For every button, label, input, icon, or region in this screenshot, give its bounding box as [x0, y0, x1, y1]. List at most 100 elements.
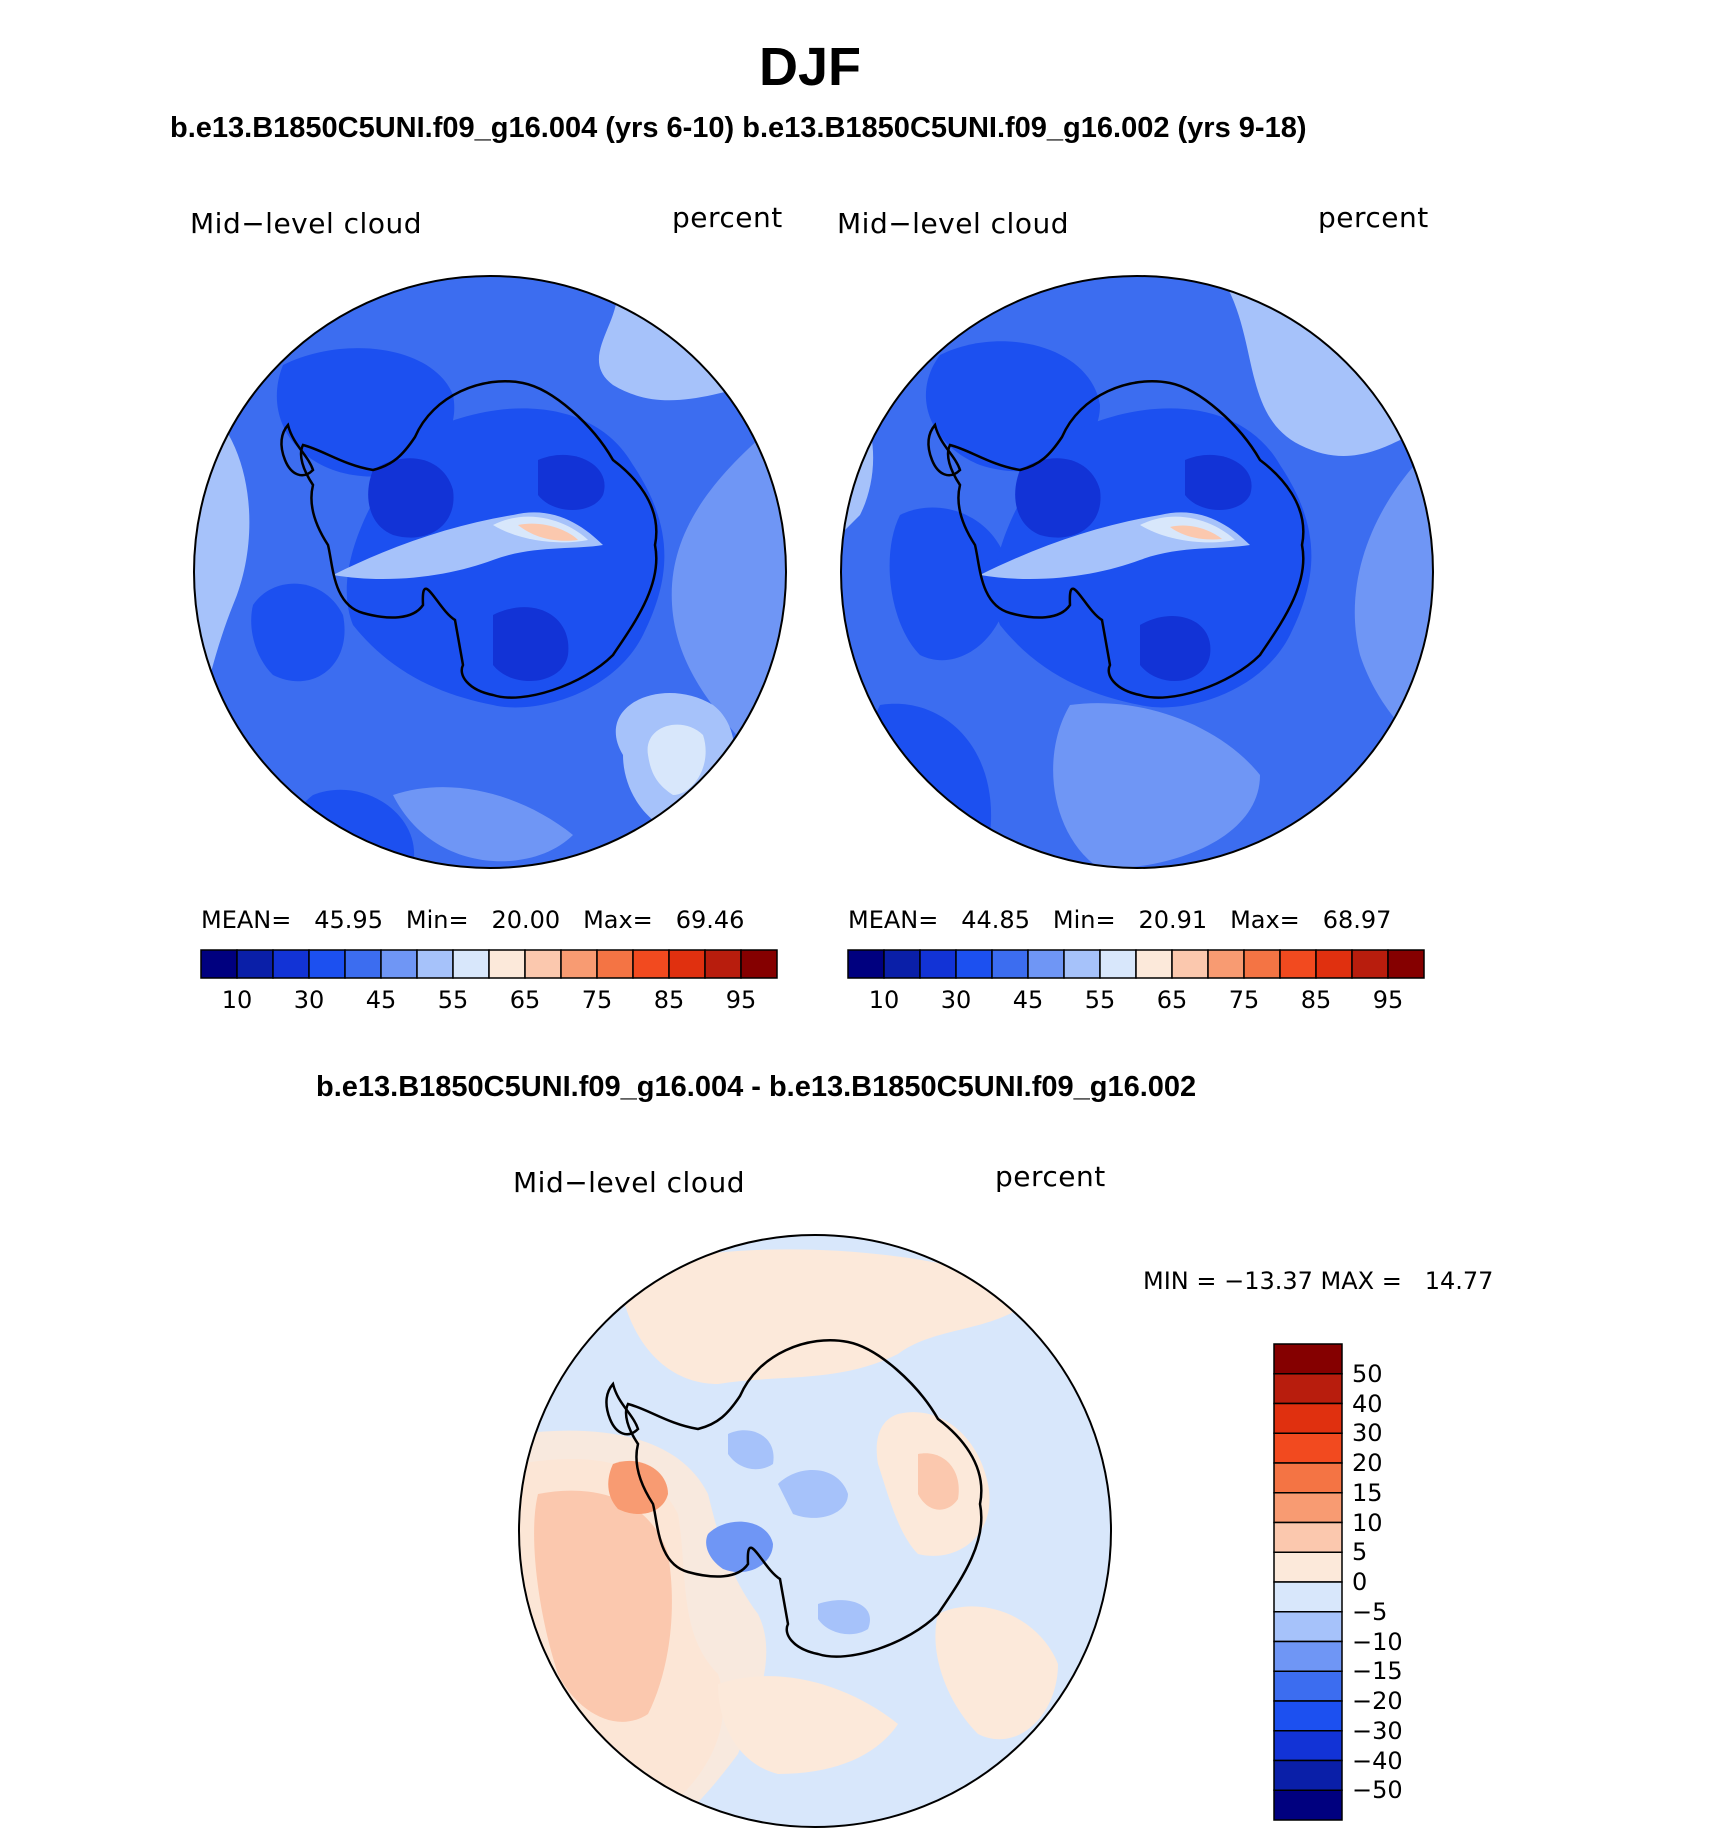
panel1-mean-label: MEAN= [201, 906, 292, 934]
panel1-core-dark-e [538, 454, 605, 510]
panel3-colorbar-box [1273, 1521, 1343, 1553]
panel3-field-pos-se [935, 1606, 1058, 1740]
panel2-min-value: 20.91 [1138, 906, 1208, 934]
panel2-colorbar-box [1315, 949, 1353, 979]
panel2-colorbar-box [1351, 949, 1389, 979]
panel1-colorbar-ticks: 10 30 45 55 65 75 85 95 [201, 986, 777, 1016]
panel2-colorbar-tick-label: 30 [940, 986, 972, 1014]
panel1-field-dark-sw [251, 583, 345, 682]
panel1-colorbar-box [560, 949, 598, 979]
panel3-minmax: MIN = −13.37 MAX = 14.77 [1143, 1267, 1494, 1295]
panel2-colorbar-box [1099, 949, 1137, 979]
panel2-variable-label: Mid−level cloud [837, 207, 1069, 240]
panel2-units-label: percent [1318, 201, 1429, 234]
panel1-max-label: Max= [583, 906, 653, 934]
panel1-colorbar-box [416, 949, 454, 979]
panel3-field-neg-ne [728, 1430, 774, 1470]
panel3-colorbar-tick-label: −15 [1352, 1657, 1403, 1686]
panel3-field-pos-south [718, 1676, 898, 1774]
panel2-colorbar-tick-label: 10 [868, 986, 900, 1014]
panel3-colorbar-box [1273, 1700, 1343, 1732]
panel3-colorbar-tick-label: 0 [1352, 1568, 1368, 1596]
main-title: DJF [758, 37, 861, 97]
panel1-colorbar-tick-label: 45 [365, 986, 397, 1014]
panel3-colorbar-tick-label: 15 [1352, 1478, 1383, 1507]
panel1-colorbar-box [344, 949, 382, 979]
panel2-ridge-peach [1170, 525, 1222, 540]
panel2-colorbar-box [1387, 949, 1425, 979]
difference-title: b.e13.B1850C5UNI.f09_g16.004 - b.e13.B18… [316, 1071, 1197, 1103]
panel2-colorbar-box [1171, 949, 1209, 979]
panel1-coastline [299, 380, 658, 699]
panel3-colorbar-tick-label: −30 [1352, 1716, 1403, 1745]
panel2-coastline [946, 380, 1305, 699]
panel3-colorbar [1273, 1343, 1343, 1821]
panel3-map-border [518, 1234, 1112, 1828]
panel3-colorbar-tick-label: 20 [1352, 1449, 1383, 1477]
panel2-colorbar-box [919, 949, 957, 979]
panel2-min-label: Min= [1052, 906, 1116, 934]
panel3-colorbar-box [1273, 1789, 1343, 1821]
comparison-subtitle: b.e13.B1850C5UNI.f09_g16.004 (yrs 6-10) … [170, 112, 1307, 144]
panel2-colorbar-tick-label: 75 [1228, 986, 1260, 1014]
panel1-field-light-s [393, 787, 573, 862]
panel1-colorbar-tick-label: 10 [221, 986, 253, 1014]
panel2-mean-value: 44.85 [961, 906, 1030, 934]
panel1-colorbar-box [740, 949, 778, 979]
panel3-colorbar-box [1273, 1492, 1343, 1524]
panel3-colorbar-tick-label: 30 [1352, 1419, 1383, 1448]
panel1-mean-value: 45.95 [314, 906, 383, 934]
panel3-field-neg-w [706, 1521, 773, 1573]
panel3-colorbar-box [1273, 1551, 1343, 1583]
panel1-colorbar-tick-label: 55 [437, 986, 469, 1014]
panel1-colorbar [200, 949, 778, 979]
panel2-peninsula [927, 422, 962, 477]
panel1-colorbar-box [524, 949, 562, 979]
panel3-field-neg-s [818, 1600, 870, 1635]
panel1-units-label: percent [672, 201, 783, 234]
panel2-colorbar-tick-label: 45 [1012, 986, 1044, 1014]
panel2-stats: MEAN= 44.85 Min= 20.91 Max= 68.97 [848, 906, 1391, 934]
panel1-colorbar-tick-label: 85 [653, 986, 685, 1014]
panel3-peninsula [605, 1381, 640, 1436]
panel3-colorbar-box [1273, 1432, 1343, 1464]
panel3-colorbar-box [1273, 1581, 1343, 1613]
panel3-colorbar-tick-label: 5 [1352, 1538, 1368, 1567]
panel2-colorbar-box [1243, 949, 1281, 979]
panel1-colorbar-box [236, 949, 274, 979]
panel1-map-border [193, 275, 787, 869]
panel3-colorbar-tick-label: −20 [1352, 1687, 1403, 1715]
panel1-max-value: 69.46 [675, 906, 745, 934]
panel3-variable-label: Mid−level cloud [513, 1166, 745, 1199]
panel1-field-light-ne [599, 276, 786, 401]
panel1-core-dark-s [493, 607, 569, 682]
panel1-colorbar-box [488, 949, 526, 979]
panel2-colorbar-tick-label: 95 [1372, 986, 1404, 1014]
panel2-colorbar-box [847, 949, 885, 979]
panel1-peninsula [280, 422, 315, 477]
panel1-colorbar-tick-label: 65 [509, 986, 541, 1014]
panel2-field-light-s [1053, 703, 1260, 868]
panel3-colorbar-box [1273, 1730, 1343, 1762]
panel1-colorbar-box [452, 949, 490, 979]
panel2-colorbar-box [955, 949, 993, 979]
panel2-colorbar-box [1135, 949, 1173, 979]
panel3-colorbar-box [1273, 1611, 1343, 1643]
panel1-variable-label: Mid−level cloud [190, 207, 422, 240]
panel2-colorbar-tick-label: 65 [1156, 986, 1188, 1014]
panel3-units-label: percent [995, 1160, 1106, 1193]
panel2-max-value: 68.97 [1322, 906, 1392, 934]
panel1-colorbar-box [596, 949, 634, 979]
panel3-colorbar-box [1273, 1759, 1343, 1791]
panel1-colorbar-box [380, 949, 418, 979]
panel3-field-pos-east-peach [918, 1453, 959, 1510]
panel3-field-pos-sw-strong [534, 1490, 672, 1722]
panel1-min-label: Min= [405, 906, 469, 934]
panel1-map [193, 275, 787, 869]
panel1-colorbar-box [632, 949, 670, 979]
panel3-colorbar-tick-label: −10 [1352, 1627, 1403, 1656]
panel2-colorbar [847, 949, 1425, 979]
panel3-colorbar-box [1273, 1462, 1343, 1494]
panel1-ridge-peach [518, 523, 578, 541]
panel2-colorbar-box [1279, 949, 1317, 979]
